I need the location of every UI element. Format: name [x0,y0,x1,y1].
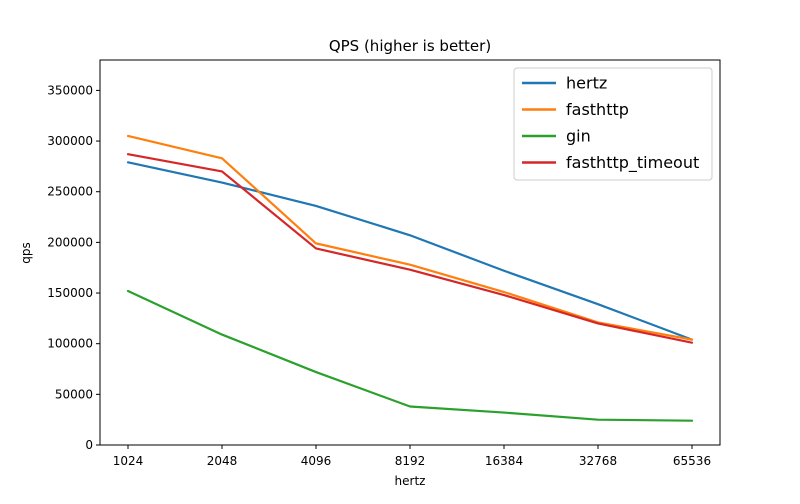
y-axis-label: qps [19,242,33,264]
y-tick-label: 250000 [47,185,93,199]
legend-label: fasthttp [566,100,629,119]
y-tick-label: 300000 [47,134,93,148]
y-tick-label: 100000 [47,337,93,351]
series-line-hertz [126,161,694,341]
legend: hertz fasthttp gin fasthttp_timeout [513,67,713,181]
y-tick-label: 50000 [55,387,93,401]
y-tick-label: 350000 [47,83,93,97]
x-tick-label: 4096 [301,454,332,468]
chart-title: QPS (higher is better) [329,37,491,55]
plot-area: 0 50000 100000 150000 200000 250000 300000 3500… [47,59,721,468]
x-axis-label: hertz [395,474,426,488]
y-tick-label: 200000 [47,235,93,249]
x-tick-label: 2048 [207,454,238,468]
legend-label: fasthttp_timeout [566,153,699,173]
x-tick-label: 8192 [395,454,426,468]
series-line-gin [126,289,694,422]
y-tick-label: 0 [85,438,93,452]
x-tick-label: 1024 [113,454,144,468]
series-line-fasthttp-timeout [126,153,694,344]
x-tick-label: 32768 [579,454,617,468]
x-tick-label: 65536 [673,454,711,468]
legend-box [513,67,713,181]
y-tick-label: 150000 [47,286,93,300]
legend-label: hertz [566,74,607,93]
x-tick-label: 16384 [485,454,523,468]
legend-label: gin [566,127,591,146]
